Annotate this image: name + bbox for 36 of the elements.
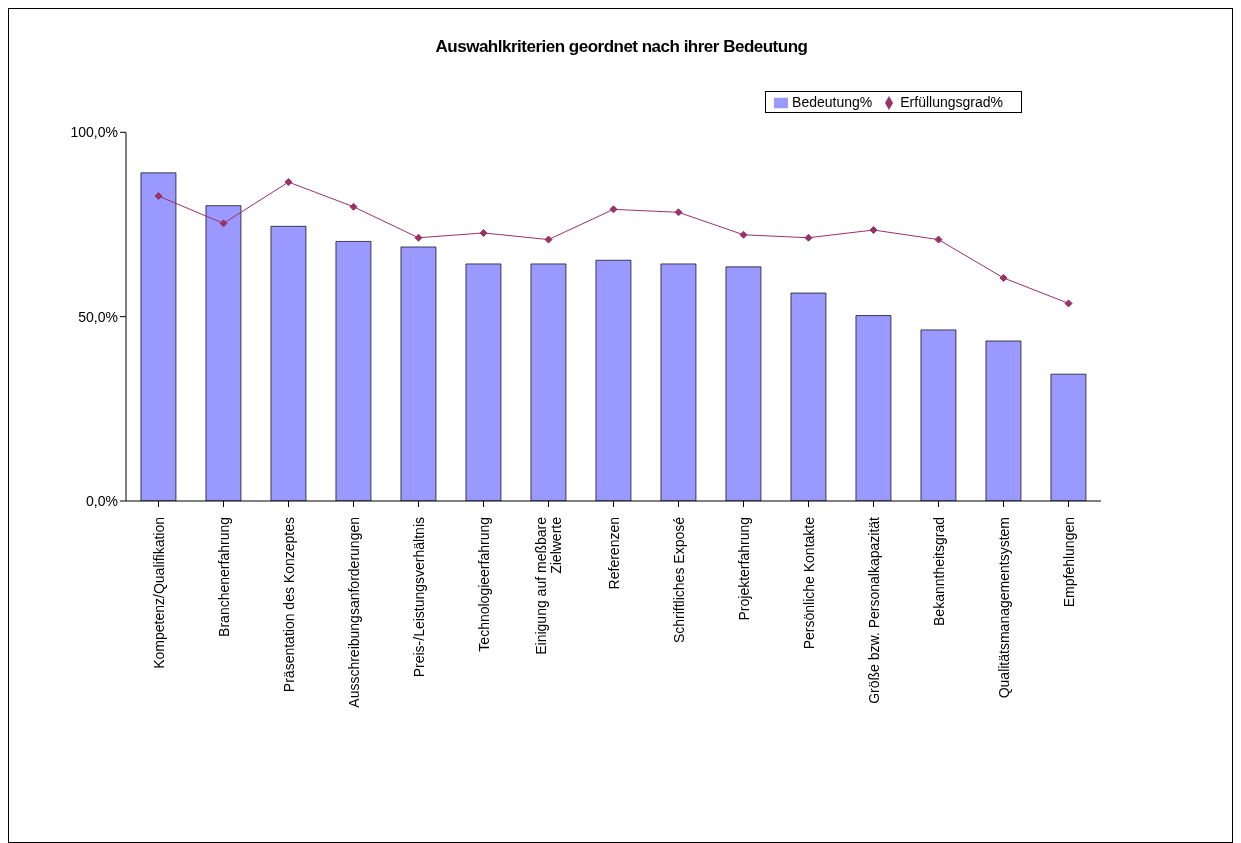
x-tick-label: Präsentation des Konzeptes (280, 517, 297, 693)
x-tick-label: Kompetenz/Qualifikation (150, 517, 167, 669)
point (999, 273, 1008, 282)
chart-title: Auswahlkriterien geordnet nach ihrer Bedeutung (434, 37, 809, 57)
x-tick-label: Einigung auf meßbare Zielwerte (533, 516, 564, 655)
y-tick-label: 100,0% (70, 124, 118, 141)
y-tick-label: 50,0% (78, 308, 118, 325)
point (1064, 299, 1073, 308)
legend-label: Bedeutung% (792, 94, 873, 110)
x-tick-label: Schriftliches Exposé (670, 516, 687, 644)
x-tick-label: Größe bzw. Personalkapazität (865, 516, 882, 704)
point (804, 233, 813, 242)
legend-label: Erfüllungsgrad% (900, 94, 1003, 110)
point (154, 192, 163, 201)
x-tick-label: Qualitätsmanagementsystem (995, 517, 1012, 699)
point (674, 208, 683, 217)
point (414, 233, 423, 242)
point (739, 230, 748, 239)
x-tick-label: Referenzen (605, 517, 622, 590)
x-tick-label: Branchenerfahrung (215, 517, 232, 637)
x-tick-label: Bekanntheitsgrad (930, 517, 947, 626)
point (609, 205, 618, 214)
x-tick-label: Empfehlungen (1060, 517, 1077, 608)
point (479, 228, 488, 237)
y-tick-label: 0,0% (86, 492, 118, 509)
point (219, 219, 228, 228)
x-tick-label: Preis-/Leistungsverhältnis (410, 517, 427, 678)
point (934, 235, 943, 244)
x-tick-label: Technologieerfahrung (475, 517, 492, 652)
point (284, 178, 293, 187)
point (544, 235, 553, 244)
x-tick-label: Persönliche Kontakte (800, 516, 817, 650)
x-tick-label: Projekterfahrung (735, 517, 752, 621)
point (869, 226, 878, 234)
x-tick-label: Ausschreibungsanforderungen (345, 517, 362, 708)
point (349, 202, 358, 211)
